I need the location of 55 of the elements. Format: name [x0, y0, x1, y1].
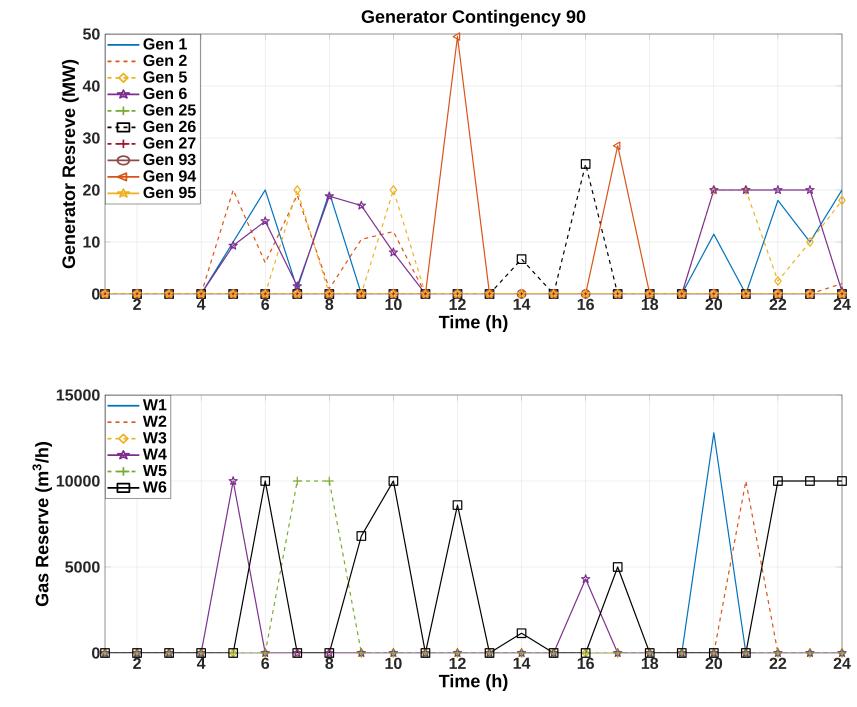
- x-tick-label: 2: [133, 658, 141, 669]
- legend-label: W4: [142, 448, 167, 460]
- y-tick-label: 30: [82, 132, 100, 144]
- x-tick-label: 20: [705, 658, 722, 670]
- x-tick-label: 18: [642, 298, 658, 310]
- x-tick-label: 10: [386, 658, 402, 670]
- x-tick-label: 6: [261, 298, 270, 310]
- legend-label: W6: [142, 481, 166, 493]
- y-tick-label: 5000: [65, 561, 100, 573]
- x-tick-label: 24: [834, 658, 851, 669]
- legend-label: Gen 27: [144, 137, 196, 149]
- x-tick-label: 14: [514, 658, 530, 669]
- y-tick-label: 0: [92, 288, 100, 300]
- y-tick-label: 10000: [56, 475, 100, 487]
- x-tick-label: 16: [578, 298, 594, 310]
- x-tick-label: 12: [450, 658, 466, 669]
- x-axis-title: Time (h): [438, 674, 508, 691]
- x-tick-label: 8: [325, 298, 334, 310]
- x-tick-label: 12: [450, 298, 466, 310]
- x-tick-label: 4: [196, 298, 206, 310]
- x-tick-label: 20: [705, 298, 722, 310]
- legend-label: Gen 2: [144, 54, 187, 66]
- x-tick-label: 2: [133, 298, 141, 310]
- legend-label: W5: [142, 464, 166, 476]
- x-tick-label: 22: [770, 298, 786, 310]
- legend-label: W2: [142, 416, 166, 427]
- y-tick-label: 10: [84, 236, 100, 248]
- y-axis-title: Generator Resreve (MW): [62, 60, 79, 268]
- legend-label: W1: [142, 399, 166, 410]
- x-tick-label: 4: [196, 658, 206, 669]
- legend-label: Gen 5: [144, 71, 187, 83]
- y-tick-label: 0: [92, 647, 100, 659]
- legend-label: Gen 25: [144, 104, 196, 116]
- y-tick-label: 50: [83, 28, 100, 40]
- x-tick-label: 24: [834, 298, 851, 310]
- legend-label: Gen 93: [144, 154, 196, 166]
- x-tick-label: 22: [770, 658, 786, 669]
- x-axis-title: Time (h): [438, 315, 508, 332]
- legend-label: Gen 1: [144, 38, 187, 50]
- x-tick-label: 6: [261, 658, 270, 670]
- legend-label: Gen 26: [144, 120, 196, 132]
- y-tick-label: 40: [82, 80, 100, 92]
- x-tick-label: 16: [578, 658, 594, 670]
- legend-label: W3: [142, 432, 166, 444]
- chart-title: Generator Contingency 90: [362, 10, 586, 27]
- x-tick-label: 10: [386, 298, 402, 310]
- x-tick-label: 14: [514, 298, 530, 310]
- y-tick-label: 20: [83, 184, 100, 196]
- x-tick-label: 18: [642, 658, 658, 670]
- x-tick-label: 8: [325, 658, 334, 670]
- legend-label: Gen 95: [144, 186, 196, 198]
- y-tick-label: 15000: [56, 389, 100, 401]
- y-axis-title: Gas Reserve (m$^{3}$/h): [32, 442, 52, 606]
- legend-label: Gen 94: [144, 170, 196, 182]
- legend-label: Gen 6: [144, 88, 187, 100]
